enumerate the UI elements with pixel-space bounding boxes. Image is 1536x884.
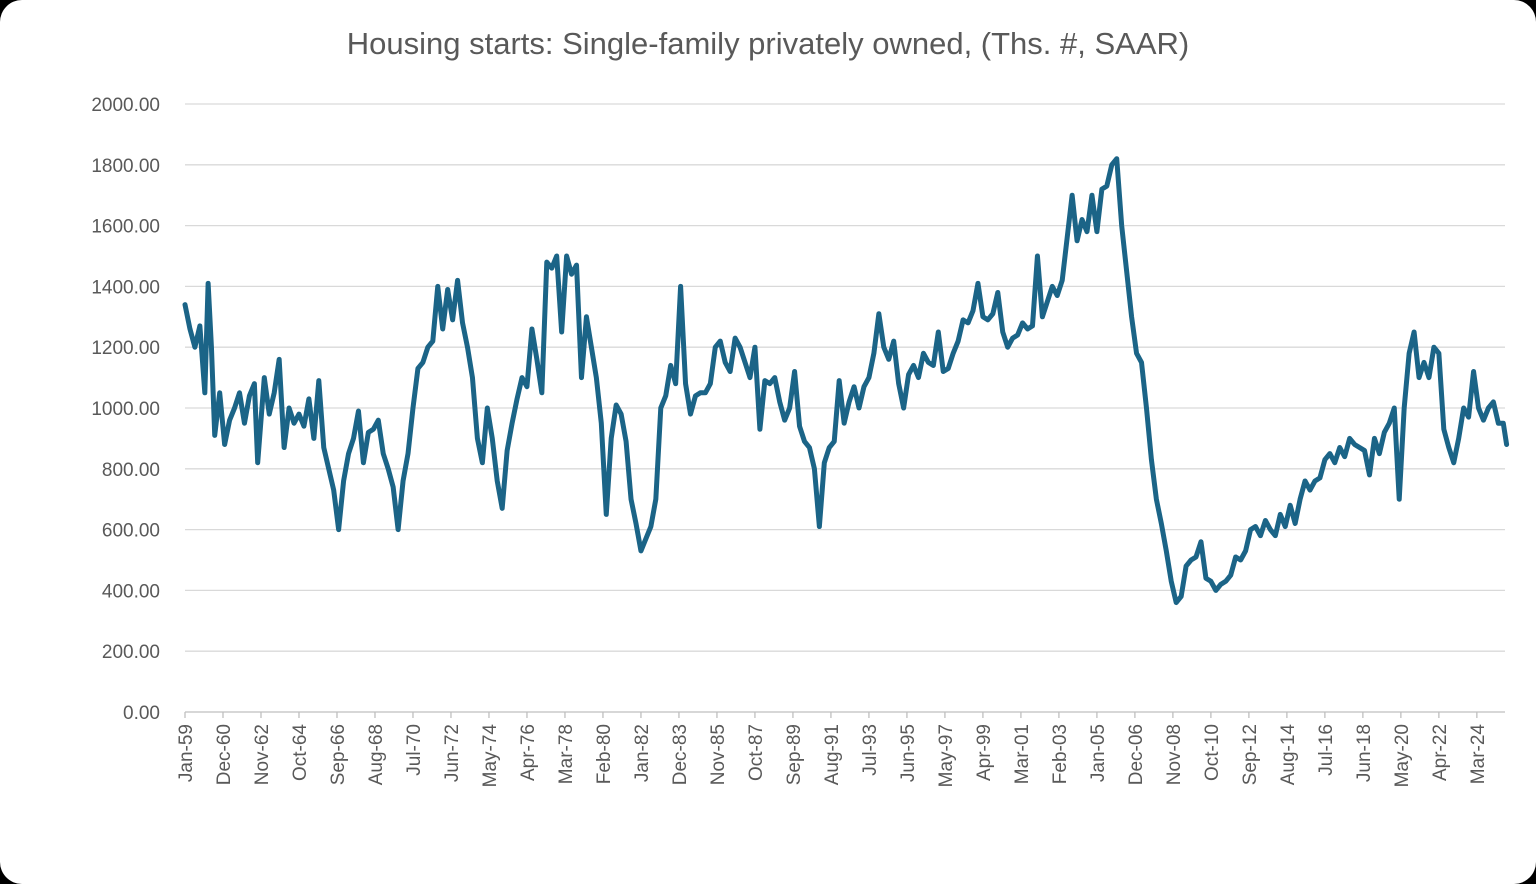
y-tick-label: 1400.00: [91, 277, 160, 298]
y-tick-label: 1800.00: [91, 156, 160, 177]
x-tick-label: Feb-80: [594, 724, 615, 784]
x-tick-label: Feb-03: [1050, 724, 1071, 784]
x-tick-label: Aug-91: [822, 724, 843, 785]
x-tick-label: Apr-22: [1430, 724, 1451, 781]
y-tick-label: 600.00: [102, 521, 160, 542]
x-tick-label: Nov-62: [252, 724, 273, 785]
y-tick-label: 1000.00: [91, 399, 160, 420]
y-tick-label: 800.00: [102, 460, 160, 481]
x-tick-label: Sep-12: [1240, 724, 1261, 785]
x-tick-label: Jul-93: [860, 724, 881, 776]
y-tick-label: 1600.00: [91, 217, 160, 238]
x-tick-label: Jul-70: [404, 724, 425, 776]
y-axis: 0.00 200.00 400.00 600.00 800.00 1000.00 1200.…: [91, 95, 160, 724]
x-tick-label: Oct-10: [1202, 724, 1223, 781]
x-tick-label: Nov-85: [708, 724, 729, 785]
chart-title: Housing starts: Single-family privately …: [346, 26, 1190, 61]
y-tick-label: 0.00: [123, 703, 160, 724]
x-tick-label: Aug-14: [1278, 724, 1299, 786]
x-tick-label: Aug-68: [366, 724, 387, 785]
x-tick-label: Oct-87: [746, 724, 767, 781]
y-tick-label: 200.00: [102, 642, 160, 663]
x-tick-label: Jul-16: [1316, 724, 1337, 776]
x-tick-label: Oct-64: [290, 724, 311, 781]
x-tick-label: May-20: [1392, 724, 1413, 787]
y-tick-label: 2000.00: [91, 95, 160, 116]
x-tick-label: Nov-08: [1164, 724, 1185, 785]
x-tick-label: Jun-72: [442, 724, 463, 782]
x-tick-label: May-97: [936, 724, 957, 787]
x-tick-label: Jan-82: [632, 724, 653, 782]
series-group: [182, 156, 1510, 606]
x-tick-label: Mar-78: [556, 724, 577, 784]
gridlines: [185, 103, 1505, 713]
x-tick-label: Mar-24: [1468, 724, 1489, 785]
x-tick-label: Dec-60: [214, 724, 235, 785]
x-tick-label: Mar-01: [1012, 724, 1033, 784]
x-tick-label: May-74: [480, 724, 501, 788]
x-tick-label: Sep-89: [784, 724, 805, 785]
x-tick-label: Apr-76: [518, 724, 539, 781]
x-tick-label: Sep-66: [328, 724, 349, 785]
x-tick-label: Jun-18: [1354, 724, 1375, 782]
x-tick-label: Dec-83: [670, 724, 691, 785]
x-tick-label: Dec-06: [1126, 724, 1147, 785]
x-tick-label: Jan-59: [176, 724, 197, 782]
y-tick-label: 400.00: [102, 581, 160, 602]
x-tick-label: Apr-99: [974, 724, 995, 781]
x-tick-label: Jan-05: [1088, 724, 1109, 782]
x-axis: Jan-59 Dec-60 Nov-62 Oct-64 Sep-66 Aug-68 Jul-…: [176, 712, 1489, 787]
y-tick-label: 1200.00: [91, 338, 160, 359]
x-tick-label: Jun-95: [898, 724, 919, 782]
